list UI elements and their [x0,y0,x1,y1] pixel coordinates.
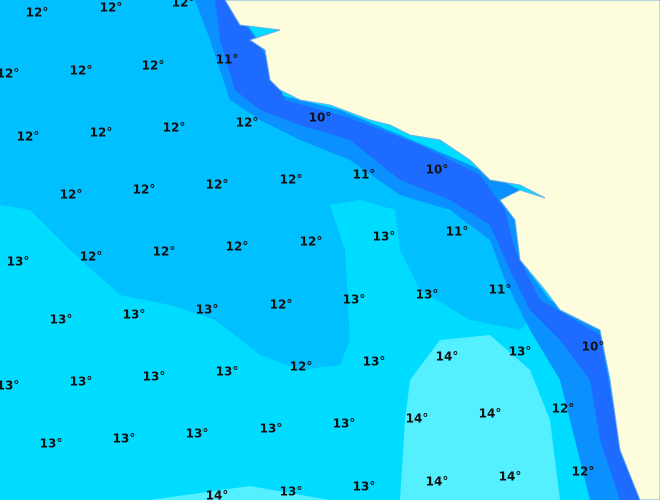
temperature-label: 14° [436,350,459,364]
temperature-label: 12° [100,1,123,15]
temperature-label: 13° [363,355,386,369]
temperature-label: 14° [479,407,502,421]
temperature-label: 12° [300,235,323,249]
temperature-label: 12° [80,250,103,264]
temperature-label: 12° [290,360,313,374]
temperature-label: 13° [373,230,396,244]
temperature-label: 13° [509,345,532,359]
temperature-label: 13° [343,293,366,307]
temperature-labels: 12° 12° 12° 12° 12° 12° 11° 12° 12° 12° 12° 10° 12° 1… [0,0,604,500]
temperature-label: 13° [113,432,136,446]
temperature-label: 12° [0,67,19,81]
sea-10 [215,0,650,500]
temperature-label: 11° [216,53,239,67]
land [224,0,660,500]
temperature-label: 13° [123,308,146,322]
temperature-label: 12° [142,59,165,73]
temperature-label: 12° [172,0,195,10]
temperature-label: 13° [416,288,439,302]
temperature-label: 11° [489,283,512,297]
temperature-label: 13° [40,437,63,451]
temperature-label: 12° [26,6,49,20]
temperature-label: 13° [143,370,166,384]
temperature-label: 13° [353,480,376,494]
temperature-label: 12° [236,116,259,130]
temperature-label: 10° [582,340,605,354]
temperature-label: 12° [226,240,249,254]
temperature-label: 12° [270,298,293,312]
temperature-label: 14° [206,489,229,500]
temperature-label: 12° [90,126,113,140]
temperature-label: 12° [133,183,156,197]
temperature-label: 12° [17,130,40,144]
temperature-label: 13° [7,255,30,269]
temperature-label: 10° [426,163,449,177]
temperature-label: 13° [186,427,209,441]
temperature-label: 14° [406,412,429,426]
temperature-label: 12° [552,402,575,416]
temperature-label: 11° [446,225,469,239]
temperature-label: 13° [333,417,356,431]
temperature-label: 12° [280,173,303,187]
temperature-label: 13° [50,313,73,327]
temperature-label: 12° [163,121,186,135]
temperature-label: 13° [280,485,303,499]
temperature-label: 14° [426,475,449,489]
temperature-label: 12° [153,245,176,259]
temperature-label: 10° [309,111,332,125]
temperature-label: 13° [70,375,93,389]
temperature-label: 14° [499,470,522,484]
temperature-label: 13° [196,303,219,317]
temperature-label: 12° [60,188,83,202]
temperature-label: 13° [260,422,283,436]
temperature-label: 12° [572,465,595,479]
temperature-label: 11° [353,168,376,182]
sea-12 [0,0,540,370]
temperature-label: 13° [216,365,239,379]
sea-14 [150,335,560,500]
temperature-label: 12° [206,178,229,192]
temperature-label: 12° [70,64,93,78]
temperature-label: 13° [0,379,19,393]
